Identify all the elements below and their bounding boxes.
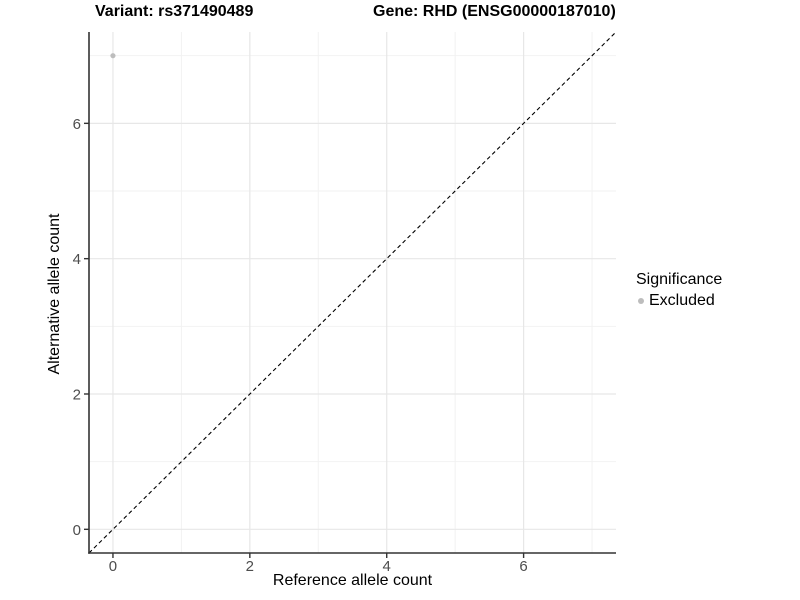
plot-title-gene: Gene: RHD (ENSG00000187010) [373,3,616,20]
x-tick-label: 2 [246,558,254,575]
legend-item-excluded: Excluded [636,292,722,310]
y-tick-label: 0 [73,522,81,539]
x-tick-label: 0 [109,558,117,575]
plot-title-variant: Variant: rs371490489 [95,3,254,20]
y-axis-label: Alternative allele count [46,213,63,375]
identity-dashed-line [88,31,617,554]
legend: Significance Excluded [636,270,722,310]
x-tick-label: 4 [383,558,391,575]
legend-item-label: Excluded [649,292,715,309]
y-tick-label: 4 [73,251,81,268]
data-point [110,53,116,59]
x-axis-label: Reference allele count [272,572,433,589]
y-tick-label: 6 [73,116,81,133]
x-tick-label: 6 [519,558,527,575]
y-tick-label: 2 [73,386,81,403]
legend-point-icon [638,298,644,304]
legend-title: Significance [636,271,723,288]
